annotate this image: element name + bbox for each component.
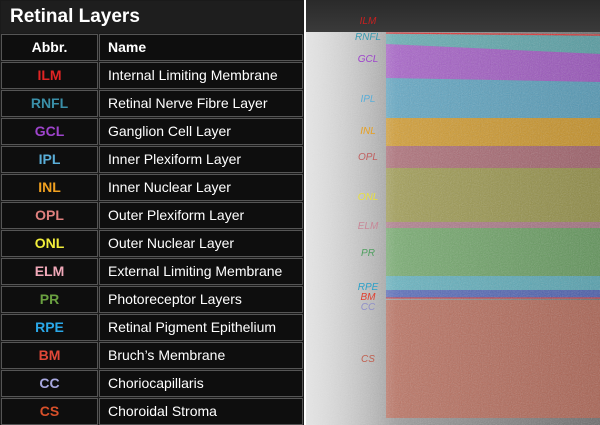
legend-row-rpe: RPE Retinal Pigment Epithelium — [1, 314, 303, 341]
legend-name: Inner Plexiform Layer — [99, 146, 303, 173]
legend-abbr: PR — [1, 286, 98, 313]
oct-label-pr: PR — [361, 248, 375, 259]
legend-abbr: GCL — [1, 118, 98, 145]
legend-abbr: IPL — [1, 146, 98, 173]
legend-name: Ganglion Cell Layer — [99, 118, 303, 145]
legend-name: Choroidal Stroma — [99, 398, 303, 425]
legend-abbr: CC — [1, 370, 98, 397]
oct-label-rnfl: RNFL — [355, 32, 381, 43]
legend-row-elm: ELM External Limiting Membrane — [1, 258, 303, 285]
legend-row-cc: CC Choriocapillaris — [1, 370, 303, 397]
oct-label-ipl: IPL — [360, 94, 375, 105]
legend-row-rnfl: RNFL Retinal Nerve Fibre Layer — [1, 90, 303, 117]
legend-name: Outer Nuclear Layer — [99, 230, 303, 257]
oct-layer-bands — [306, 0, 600, 425]
legend-row-opl: OPL Outer Plexiform Layer — [1, 202, 303, 229]
legend-name: Outer Plexiform Layer — [99, 202, 303, 229]
header-abbr: Abbr. — [1, 34, 98, 61]
oct-label-ilm: ILM — [360, 16, 377, 27]
legend-name: Bruch’s Membrane — [99, 342, 303, 369]
oct-scan-image: ILM RNFL GCL IPL INL OPL ONL ELM PR RPE BM CC CS — [306, 0, 600, 425]
legend-row-bm: BM Bruch’s Membrane — [1, 342, 303, 369]
legend-row-onl: ONL Outer Nuclear Layer — [1, 230, 303, 257]
oct-label-gcl: GCL — [358, 54, 379, 65]
legend-row-cs: CS Choroidal Stroma — [1, 398, 303, 425]
legend-abbr: RPE — [1, 314, 98, 341]
legend-abbr: ELM — [1, 258, 98, 285]
legend-abbr: CS — [1, 398, 98, 425]
legend-row-ilm: ILM Internal Limiting Membrane — [1, 62, 303, 89]
oct-label-cs: CS — [361, 354, 375, 365]
header-name: Name — [99, 34, 303, 61]
oct-label-rpe: RPE — [358, 282, 379, 293]
legend-name: External Limiting Membrane — [99, 258, 303, 285]
legend-name: Inner Nuclear Layer — [99, 174, 303, 201]
oct-label-onl: ONL — [358, 192, 379, 203]
legend-abbr: INL — [1, 174, 98, 201]
legend-title: Retinal Layers — [1, 1, 303, 33]
oct-label-bm: BM — [361, 292, 377, 303]
legend-name: Photoreceptor Layers — [99, 286, 303, 313]
legend-row-gcl: GCL Ganglion Cell Layer — [1, 118, 303, 145]
legend-abbr: ILM — [1, 62, 98, 89]
legend-abbr: ONL — [1, 230, 98, 257]
legend-header-row: Abbr. Name — [1, 34, 303, 61]
legend-row-inl: INL Inner Nuclear Layer — [1, 174, 303, 201]
oct-left-fade — [306, 32, 396, 425]
oct-vitreous — [306, 0, 600, 32]
oct-label-elm: ELM — [358, 221, 379, 232]
oct-label-inl: INL — [360, 126, 376, 137]
legend-name: Retinal Pigment Epithelium — [99, 314, 303, 341]
legend-name: Retinal Nerve Fibre Layer — [99, 90, 303, 117]
legend-abbr: BM — [1, 342, 98, 369]
legend-abbr: RNFL — [1, 90, 98, 117]
oct-label-cc: CC — [361, 302, 376, 313]
legend-panel: Retinal Layers Abbr. Name ILM Internal Li… — [0, 0, 304, 425]
legend-row-pr: PR Photoreceptor Layers — [1, 286, 303, 313]
legend-name: Choriocapillaris — [99, 370, 303, 397]
legend-row-ipl: IPL Inner Plexiform Layer — [1, 146, 303, 173]
legend-name: Internal Limiting Membrane — [99, 62, 303, 89]
legend-abbr: OPL — [1, 202, 98, 229]
oct-label-opl: OPL — [358, 152, 378, 163]
